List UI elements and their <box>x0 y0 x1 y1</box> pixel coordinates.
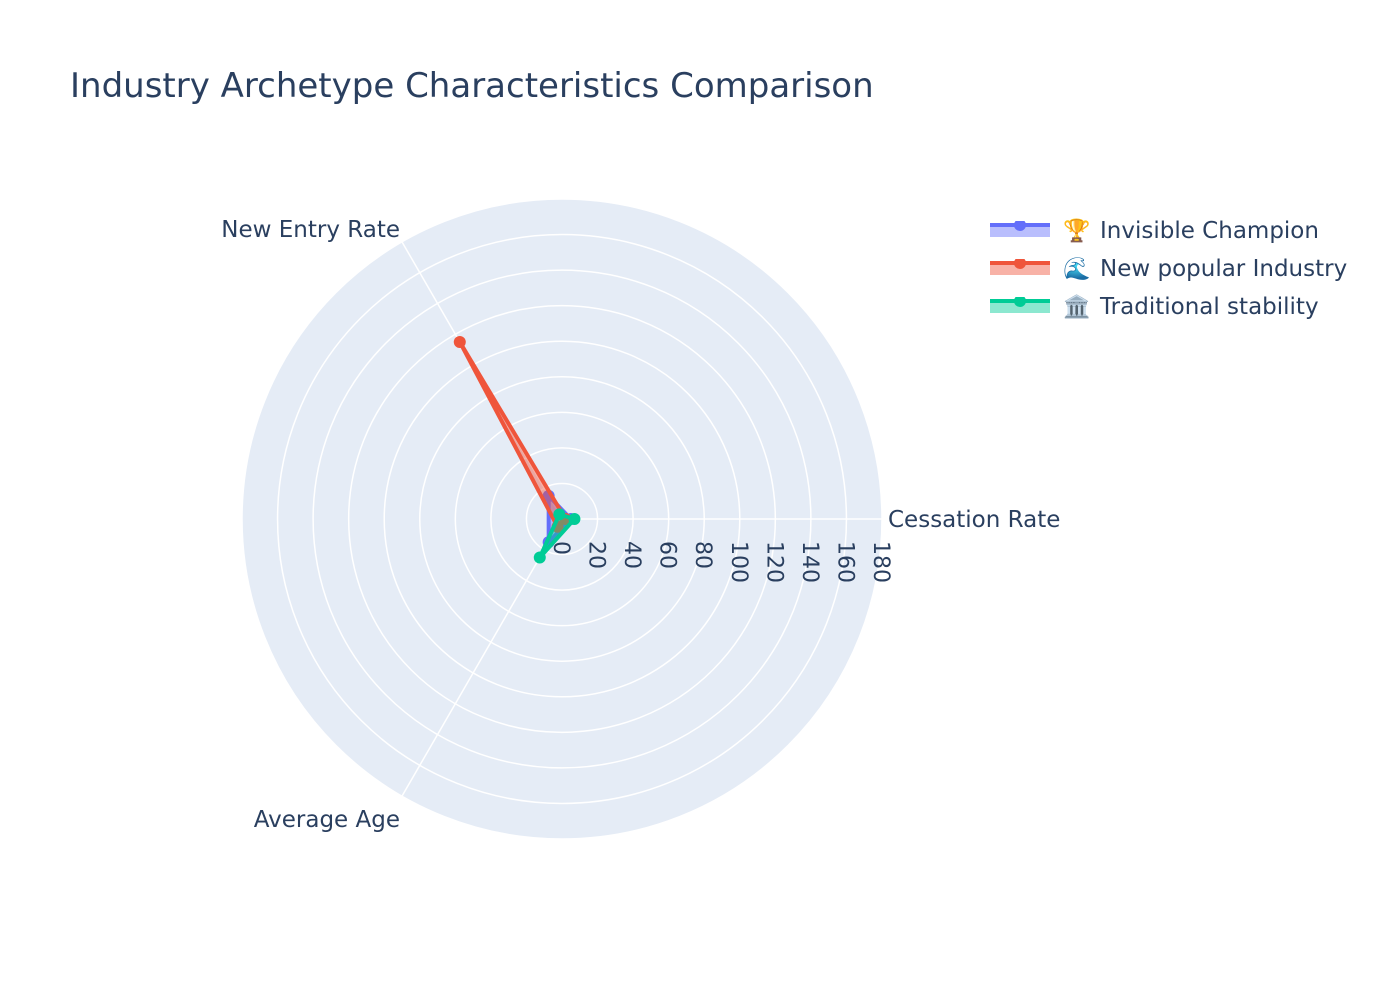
legend: 🏆 Invisible Champion 🌊 New popular Industry… <box>990 212 1347 326</box>
radial-tick-140: 140 <box>797 541 822 583</box>
legend-emoji-icon: 🌊 <box>1063 256 1091 282</box>
radial-tick-labels: 0 20 40 60 80 100 120 140 160 180 <box>548 541 893 583</box>
spoke-3 <box>401 518 563 797</box>
series-3-point-2[interactable] <box>553 508 566 521</box>
radial-tick-180: 180 <box>868 541 893 583</box>
series-3-point-3[interactable] <box>533 551 546 564</box>
legend-emoji-icon: 🏛️ <box>1063 294 1091 320</box>
radial-tick-100: 100 <box>726 541 751 583</box>
series-traces <box>453 335 581 564</box>
legend-swatch <box>990 221 1050 237</box>
series-2-point-2[interactable] <box>453 335 466 348</box>
axis-label-average-age: Average Age <box>254 807 400 833</box>
series-3-point-1[interactable] <box>568 513 581 525</box>
chart-title: Industry Archetype Characteristics Compa… <box>70 66 874 106</box>
legend-swatch <box>990 259 1050 275</box>
axis-label-cessation-rate: Cessation Rate <box>888 507 1060 533</box>
radial-tick-80: 80 <box>690 541 715 569</box>
legend-label: Traditional stability <box>1100 294 1319 320</box>
radial-tick-60: 60 <box>655 541 680 569</box>
legend-item-1[interactable]: 🏆 Invisible Champion <box>990 212 1347 250</box>
legend-item-3[interactable]: 🏛️ Traditional stability <box>990 288 1347 326</box>
legend-emoji-icon: 🏆 <box>1063 218 1091 244</box>
angular-axis-labels: Cessation Rate New Entry Rate Average Age <box>221 217 1060 833</box>
radial-tick-40: 40 <box>619 541 644 569</box>
legend-label: Invisible Champion <box>1100 218 1319 244</box>
legend-item-2[interactable]: 🌊 New popular Industry <box>990 250 1347 288</box>
axis-label-new-entry-rate: New Entry Rate <box>221 217 400 243</box>
radial-tick-160: 160 <box>832 541 857 583</box>
legend-label: New popular Industry <box>1100 256 1348 282</box>
radial-tick-120: 120 <box>761 541 786 583</box>
series-area-3 <box>537 512 577 560</box>
radial-tick-20: 20 <box>584 541 609 569</box>
radial-tick-0: 0 <box>548 541 573 555</box>
legend-swatch <box>990 297 1050 313</box>
